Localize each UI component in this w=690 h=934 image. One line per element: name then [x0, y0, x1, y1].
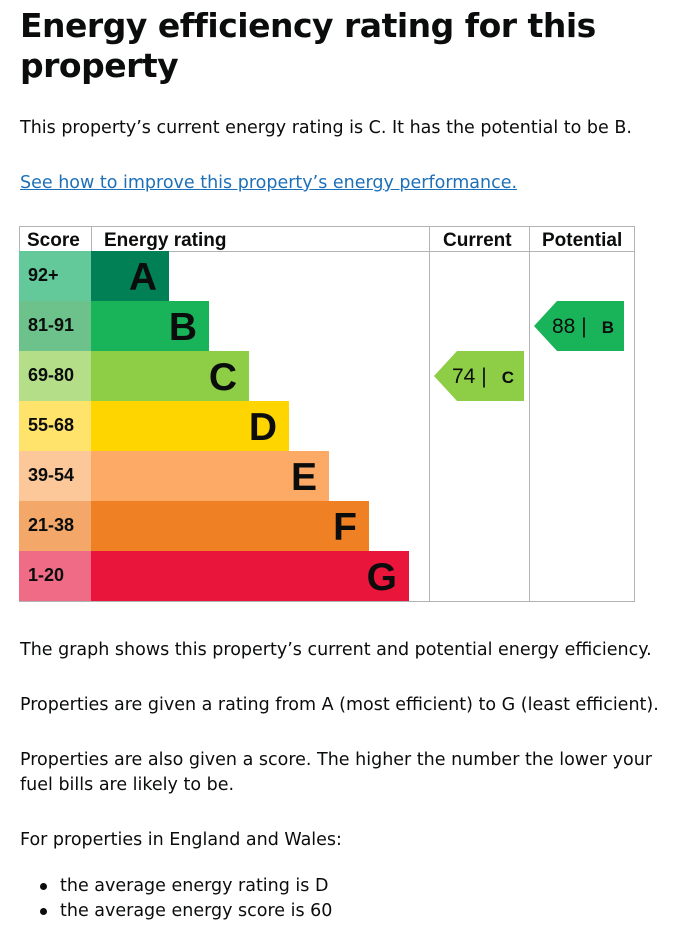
potential-rating-marker-score: 88 |	[552, 315, 587, 338]
potential-rating-marker: 88 | B	[534, 301, 624, 351]
list-item: the average energy score is 60	[20, 899, 332, 924]
rating-letter: B	[169, 306, 197, 349]
current-rating-summary: This property’s current energy rating is…	[20, 118, 632, 138]
page-title: Energy efficiency rating for this proper…	[20, 6, 596, 85]
column-header: Energy rating	[104, 230, 226, 251]
rating-bar-b	[91, 301, 209, 351]
rating-bar-f	[91, 501, 369, 551]
score-cell	[19, 251, 91, 301]
score-range-label: 69-80	[28, 365, 74, 385]
score-range-label: 39-54	[28, 465, 74, 485]
score-cell	[19, 301, 91, 351]
list-item: the average energy rating is D	[20, 874, 332, 899]
rating-explanation: Properties are given a rating from A (mo…	[20, 695, 659, 715]
current-rating-marker: 74 | C	[434, 351, 524, 401]
rating-letter: A	[129, 256, 157, 299]
score-cell	[19, 401, 91, 451]
score-cell	[19, 451, 91, 501]
rating-bar-e	[91, 451, 329, 501]
rating-bar-a	[91, 251, 169, 301]
rating-letter: C	[209, 356, 237, 399]
score-range-label: 92+	[28, 265, 59, 285]
score-cell	[19, 551, 91, 601]
score-range-label: 55-68	[28, 415, 74, 435]
score-range-label: 21-38	[28, 515, 74, 535]
score-range-label: 1-20	[28, 565, 64, 585]
score-cell	[19, 501, 91, 551]
score-explanation: Properties are also given a score. The h…	[20, 750, 652, 795]
epc-rating-chart: Score Energy rating Current Potential 92+ A 8…	[19, 226, 635, 602]
england-wales-intro: For properties in England and Wales:	[20, 830, 342, 850]
graph-explanation: The graph shows this property’s current …	[20, 640, 652, 660]
current-rating-marker-score: 74 |	[452, 365, 487, 388]
column-header: Score	[27, 230, 80, 251]
rating-letter: D	[249, 406, 277, 449]
score-range-label: 81-91	[28, 315, 74, 335]
score-cell	[19, 351, 91, 401]
current-rating-marker-letter: C	[502, 368, 514, 387]
column-header: Current	[443, 230, 512, 251]
rating-bar-d	[91, 401, 289, 451]
averages-list: the average energy rating is D the avera…	[20, 874, 332, 924]
rating-letter: F	[333, 506, 357, 549]
potential-rating-marker-letter: B	[602, 318, 614, 337]
current-rating-marker-arrow	[434, 351, 524, 401]
potential-rating-marker-arrow	[534, 301, 624, 351]
rating-bar-g	[91, 551, 409, 601]
rating-bar-c	[91, 351, 249, 401]
rating-letter: G	[367, 556, 397, 599]
improve-energy-link[interactable]: See how to improve this property’s energ…	[20, 173, 518, 193]
column-header: Potential	[542, 230, 622, 251]
rating-letter: E	[291, 456, 317, 499]
